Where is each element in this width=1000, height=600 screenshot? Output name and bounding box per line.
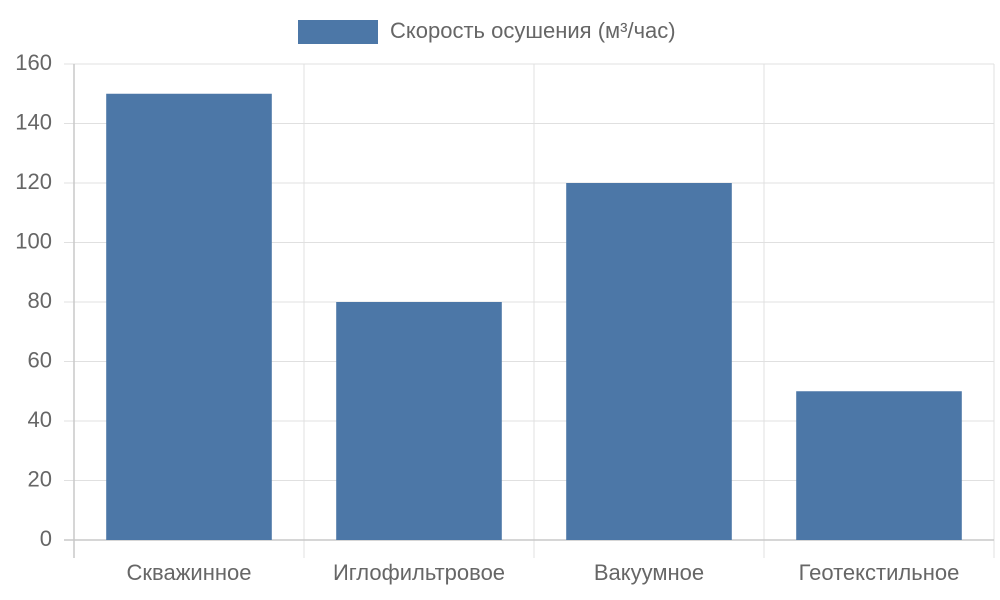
- bar: [336, 302, 502, 540]
- y-tick-label: 160: [15, 50, 52, 75]
- x-tick-label: Геотекстильное: [799, 560, 960, 585]
- bar: [566, 183, 732, 540]
- y-tick-label: 80: [28, 288, 52, 313]
- x-tick-label: Вакуумное: [594, 560, 704, 585]
- y-tick-label: 40: [28, 407, 52, 432]
- y-tick-label: 20: [28, 466, 52, 491]
- y-tick-label: 0: [40, 526, 52, 551]
- legend-swatch: [298, 20, 378, 44]
- legend-label: Скорость осушения (м³/час): [390, 18, 676, 43]
- bar: [106, 93, 272, 540]
- bar: [796, 391, 962, 540]
- x-tick-label: Иглофильтровое: [333, 560, 505, 585]
- y-tick-label: 60: [28, 347, 52, 372]
- y-tick-label: 100: [15, 228, 52, 253]
- x-tick-label: Скважинное: [127, 560, 252, 585]
- y-tick-label: 140: [15, 109, 52, 134]
- y-tick-label: 120: [15, 169, 52, 194]
